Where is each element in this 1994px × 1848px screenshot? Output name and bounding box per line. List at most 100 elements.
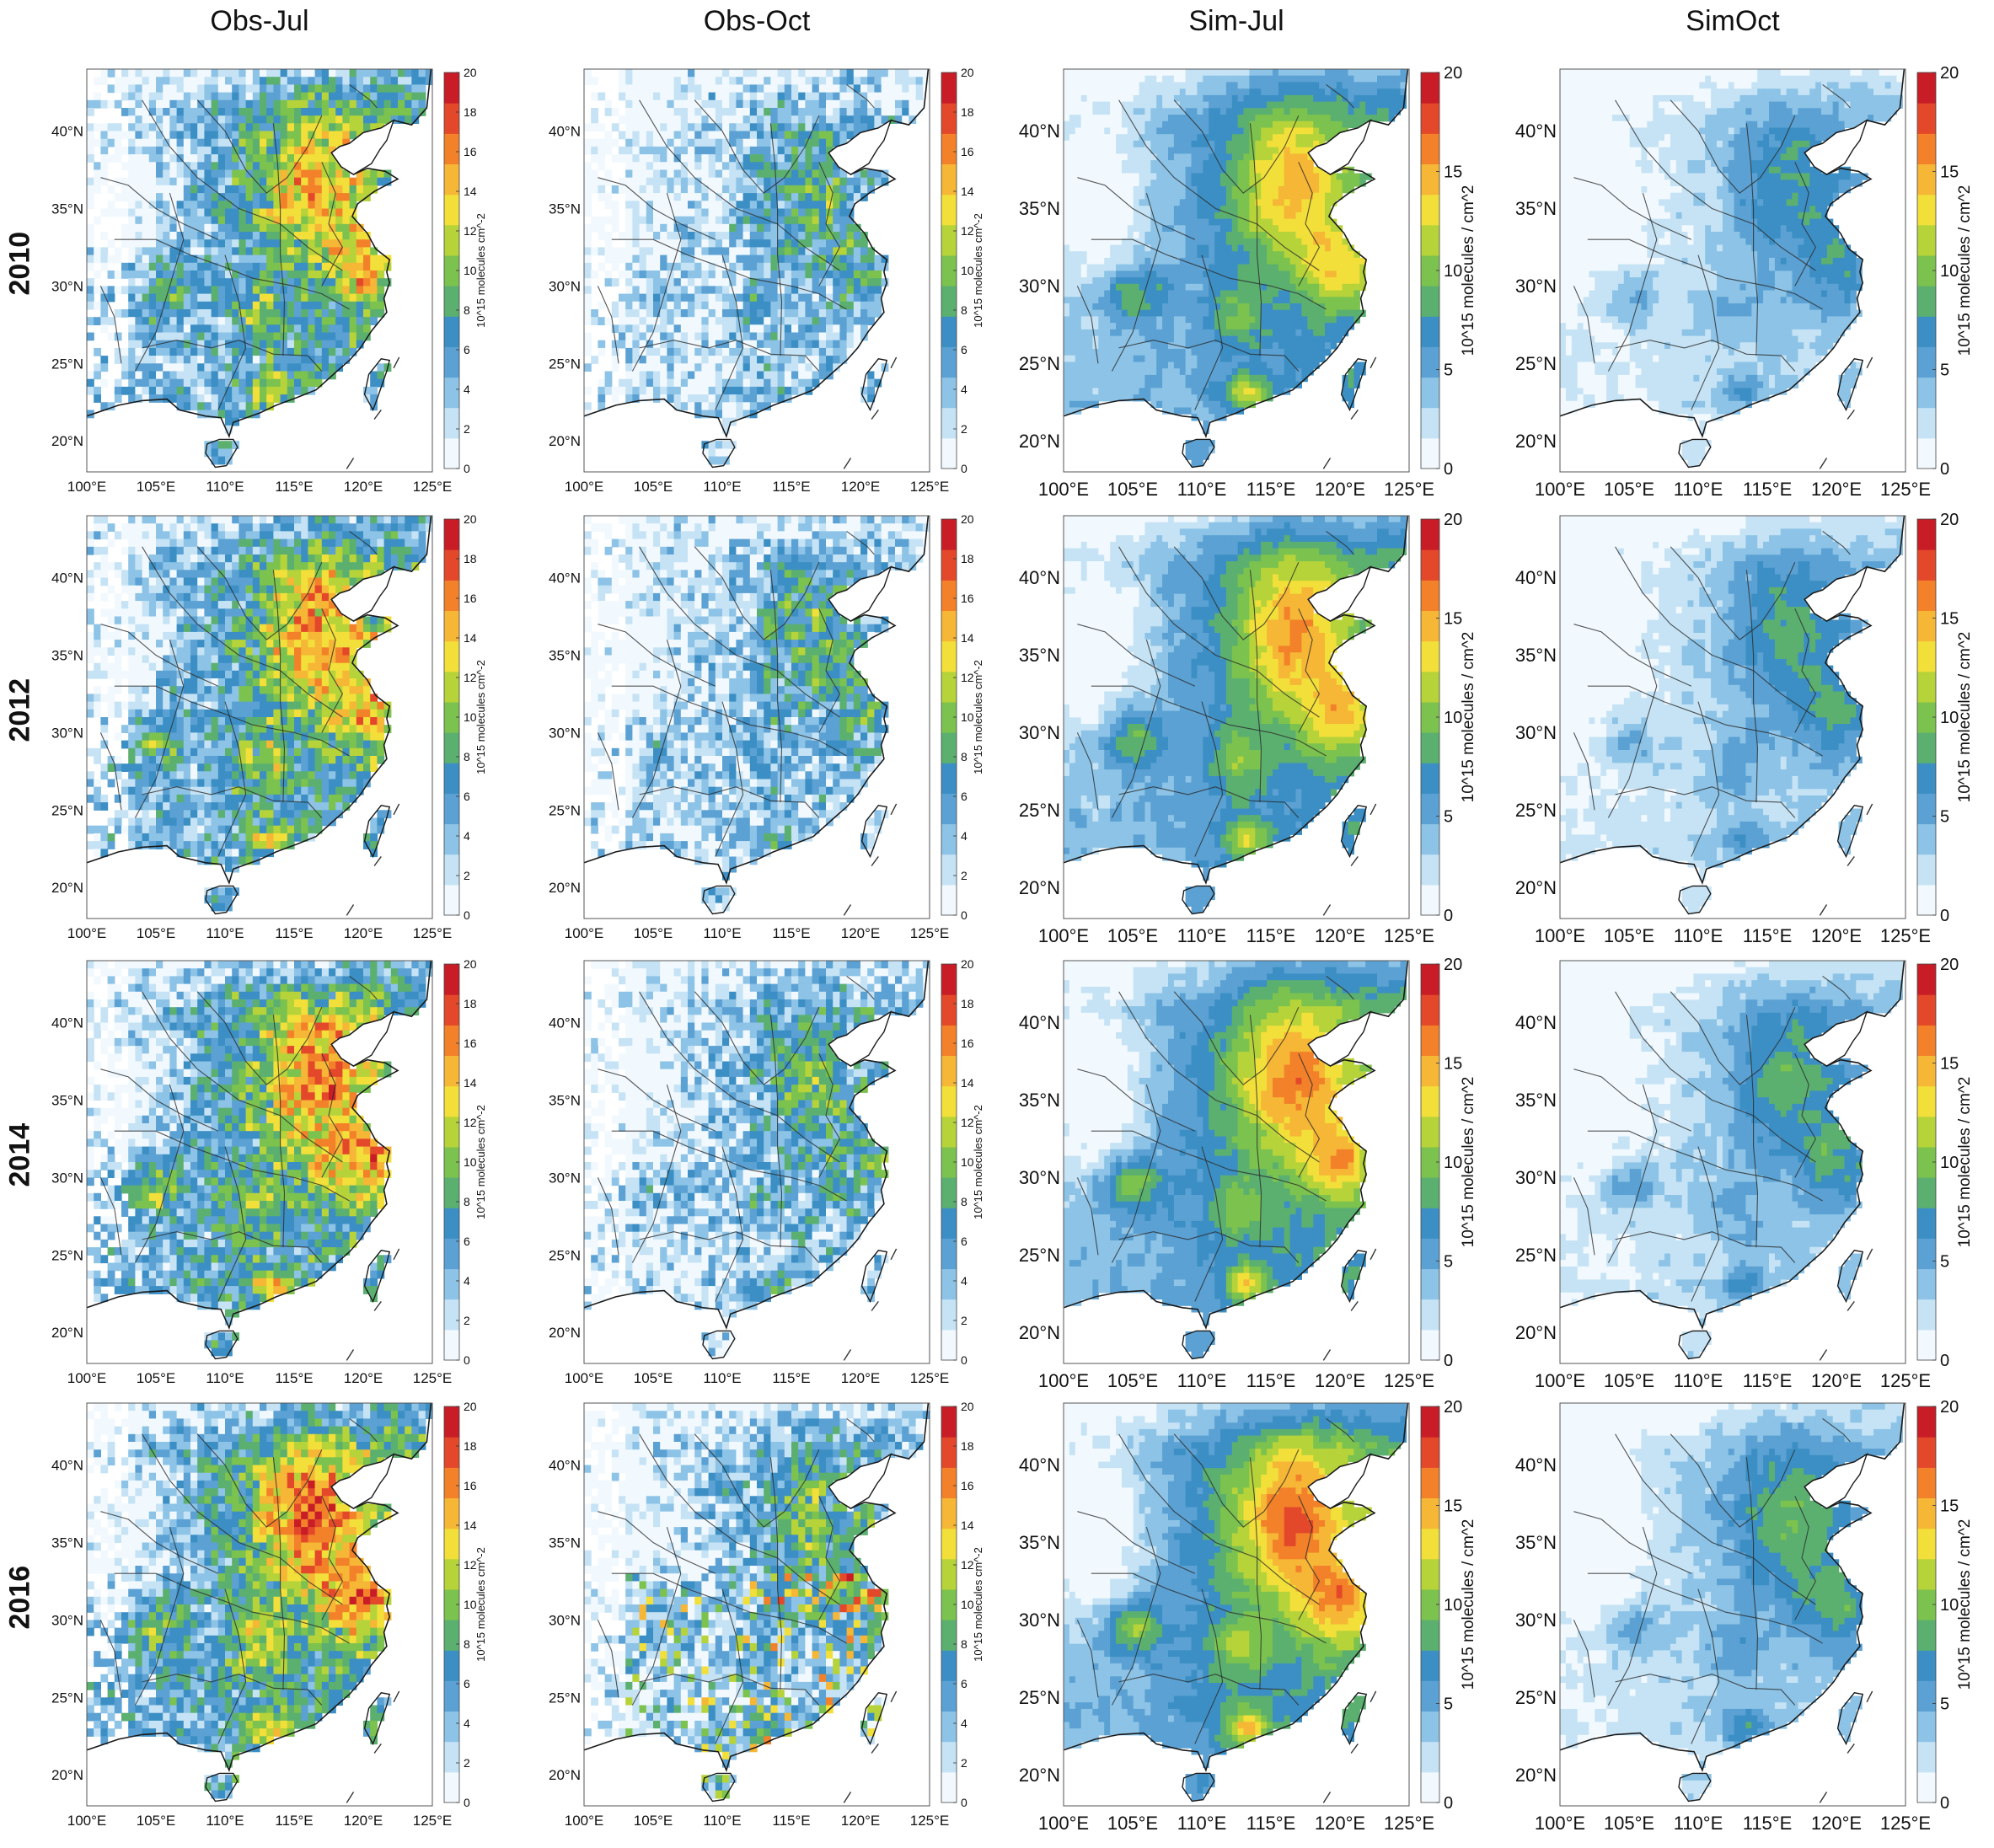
lon-tick-label: 110°E — [1177, 925, 1227, 946]
column-title: Obs-Jul — [70, 5, 449, 38]
colorbar-tick-label: 15 — [1940, 163, 1959, 182]
lat-tick-label: 30°N — [1019, 1167, 1060, 1188]
lon-tick-label: 100°E — [67, 1370, 107, 1386]
lat-tick-label: 35°N — [51, 1092, 83, 1108]
colorbar-tick-label: 0 — [1940, 460, 1949, 479]
lon-tick-label: 100°E — [565, 479, 604, 495]
lat-tick-label: 40°N — [51, 123, 83, 139]
lon-tick-label: 100°E — [67, 1813, 107, 1829]
lon-tick-label: 100°E — [565, 1813, 604, 1829]
colorbar-tick-label: 4 — [464, 1274, 470, 1288]
colorbar-tick-label: 0 — [1444, 1352, 1453, 1370]
lon-tick-label: 115°E — [772, 1813, 810, 1829]
colorbar-tick-label: 5 — [1444, 1695, 1453, 1714]
lat-tick-label: 40°N — [51, 570, 83, 586]
colorbar-unit-label: 10^15 molecules / cm^2 — [1956, 185, 1974, 356]
colorbar-tick-label: 15 — [1940, 1055, 1959, 1074]
lat-tick-label: 35°N — [1515, 645, 1557, 666]
lat-tick-label: 30°N — [549, 278, 581, 294]
colorbar-tick-label: 18 — [961, 105, 974, 119]
lat-tick-label: 25°N — [1019, 1687, 1060, 1708]
lon-tick-label: 115°E — [772, 925, 810, 941]
lat-tick-label: 20°N — [51, 880, 83, 896]
lon-tick-label: 125°E — [1384, 479, 1434, 500]
colorbar-tick-label: 20 — [961, 1400, 974, 1413]
lon-tick-label: 125°E — [1384, 925, 1434, 946]
lon-tick-label: 120°E — [841, 925, 881, 941]
lon-tick-label: 120°E — [1315, 1370, 1365, 1391]
colorbar-unit-label: 10^15 molecules cm^-2 — [474, 213, 487, 328]
lon-tick-label: 110°E — [1177, 1370, 1227, 1391]
lon-tick-label: 115°E — [275, 925, 313, 941]
lat-tick-label: 35°N — [51, 647, 83, 663]
colorbar-tick-label: 15 — [1940, 610, 1959, 629]
colorbar-tick-label: 15 — [1444, 163, 1462, 182]
lat-tick-label: 35°N — [1515, 1090, 1557, 1111]
lon-tick-label: 120°E — [841, 1370, 881, 1386]
lat-tick-label: 35°N — [1515, 198, 1557, 219]
lon-tick-label: 105°E — [1107, 1370, 1158, 1391]
colorbar-tick-label: 6 — [961, 1677, 968, 1690]
lon-tick-label: 125°E — [1384, 1813, 1434, 1834]
lon-tick-label: 110°E — [703, 1813, 741, 1829]
lon-tick-label: 120°E — [1315, 1813, 1365, 1834]
lon-tick-label: 125°E — [413, 1813, 453, 1829]
lon-tick-label: 120°E — [1811, 1813, 1862, 1834]
lon-tick-label: 110°E — [1674, 479, 1723, 500]
row-title: 2010 — [4, 245, 37, 296]
colorbar-tick-label: 20 — [464, 1400, 477, 1413]
colorbar-tick-label: 8 — [464, 750, 470, 763]
colorbar-tick-label: 14 — [961, 1519, 974, 1532]
lon-tick-label: 110°E — [1177, 1813, 1227, 1834]
colorbar-tick-label: 0 — [961, 908, 968, 922]
lon-tick-label: 105°E — [634, 479, 673, 495]
column-title: SimOct — [1543, 5, 1922, 38]
lon-tick-label: 115°E — [1743, 479, 1793, 500]
lon-tick-label: 105°E — [137, 925, 176, 941]
lon-tick-label: 100°E — [67, 925, 107, 941]
colorbar-tick-label: 0 — [1940, 1352, 1949, 1370]
lat-tick-label: 25°N — [549, 1247, 581, 1263]
colorbar-tick-label: 18 — [961, 997, 974, 1010]
colorbar-tick-label: 20 — [1940, 1398, 1959, 1417]
lon-tick-label: 105°E — [1604, 479, 1654, 500]
lat-tick-label: 25°N — [1019, 1245, 1060, 1266]
lon-tick-label: 110°E — [703, 479, 741, 495]
lon-tick-label: 125°E — [1880, 479, 1931, 500]
lon-tick-label: 105°E — [137, 1813, 176, 1829]
colorbar-tick-label: 6 — [961, 343, 968, 356]
colorbar-unit-label: 10^15 molecules cm^-2 — [474, 1105, 487, 1219]
lat-tick-label: 20°N — [51, 433, 83, 449]
colorbar-tick-label: 16 — [961, 592, 974, 605]
colorbar-tick-label: 20 — [1444, 956, 1462, 974]
lat-tick-label: 35°N — [1019, 198, 1060, 219]
colorbar-tick-label: 4 — [464, 829, 470, 843]
lat-tick-label: 40°N — [549, 1015, 581, 1031]
colorbar-tick-label: 0 — [961, 1796, 968, 1809]
colorbar-tick-label: 14 — [961, 1076, 974, 1090]
lon-tick-label: 110°E — [703, 1370, 741, 1386]
lat-tick-label: 30°N — [1019, 276, 1060, 297]
colorbar-unit-label: 10^15 molecules cm^-2 — [972, 660, 984, 774]
colorbar-unit-label: 10^15 molecules / cm^2 — [1956, 1077, 1974, 1248]
lon-tick-label: 115°E — [275, 479, 313, 495]
lon-tick-label: 100°E — [1038, 479, 1089, 500]
colorbar-unit-label: 10^15 molecules / cm^2 — [1460, 1077, 1477, 1248]
lat-tick-label: 30°N — [51, 1612, 83, 1628]
lon-tick-label: 115°E — [1743, 1813, 1793, 1834]
colorbar-tick-label: 18 — [464, 105, 477, 119]
colorbar-tick-label: 20 — [1940, 956, 1959, 974]
lon-tick-label: 120°E — [1811, 479, 1862, 500]
row-title: 2016 — [4, 1579, 37, 1630]
lat-tick-label: 40°N — [1019, 1012, 1060, 1033]
colorbar-tick-label: 16 — [464, 1036, 477, 1050]
